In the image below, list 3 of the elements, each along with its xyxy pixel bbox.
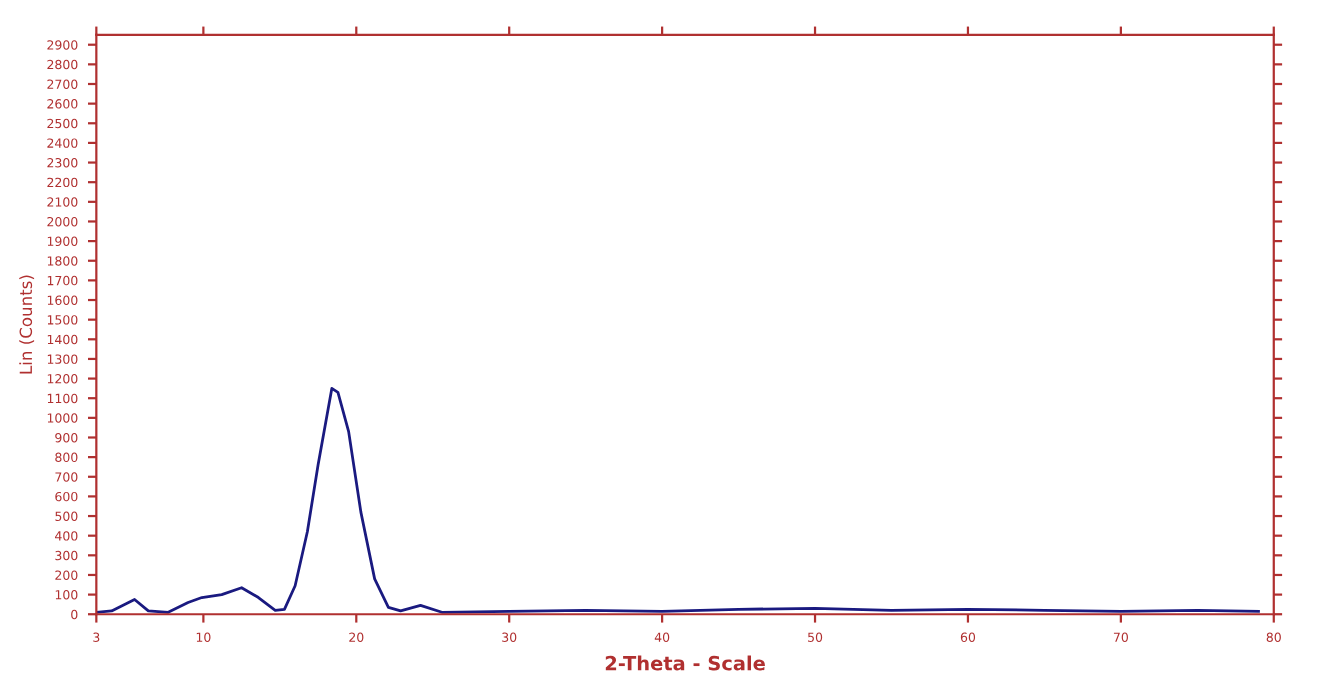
- x-axis-title: 2-Theta - Scale: [605, 655, 765, 671]
- line-series: [96, 387, 1260, 614]
- y-axis-title: Lin (Counts): [19, 275, 35, 374]
